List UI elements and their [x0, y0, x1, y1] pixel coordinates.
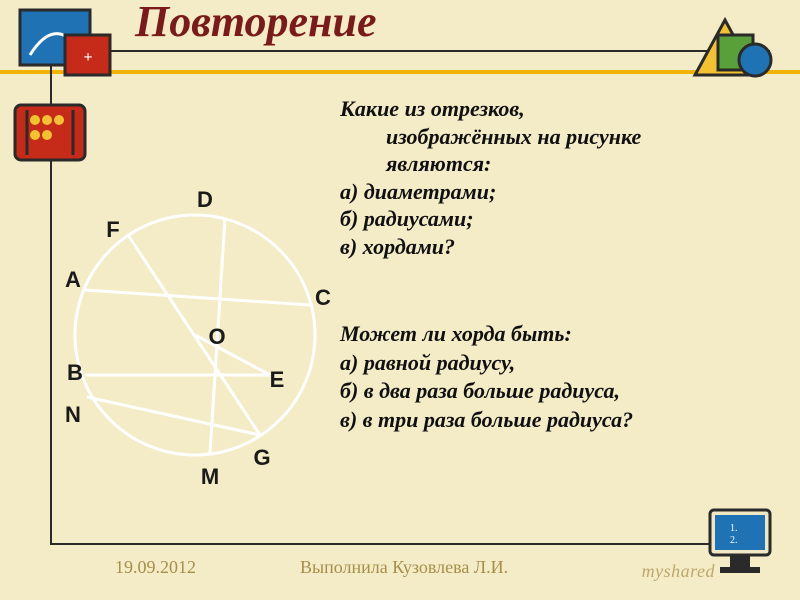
svg-text:1.: 1. [730, 523, 738, 534]
point-label-A: A [65, 267, 81, 293]
q1-line2: изображённых на рисунке [340, 123, 641, 151]
svg-text:2.: 2. [730, 535, 738, 546]
footer-author: Выполнила Кузовлева Л.И. [300, 557, 508, 578]
point-label-N: N [65, 402, 81, 428]
q1-b: б) радиусами; [340, 206, 474, 231]
footer-date: 19.09.2012 [115, 557, 196, 578]
circle-diagram: A B C D E F G M N O [55, 175, 335, 505]
q2-line1: Может ли хорда быть: [340, 321, 572, 346]
q1-line3: являются: [340, 150, 641, 178]
point-label-G: G [253, 445, 270, 471]
question-2: Может ли хорда быть: а) равной радиусу, … [340, 320, 633, 434]
q1-line1: Какие из отрезков, [340, 96, 525, 121]
point-label-O: O [208, 324, 225, 350]
q2-c: в) в три раза больше радиуса? [340, 407, 633, 432]
circle-svg [55, 175, 335, 505]
q2-b: б) в два раза больше радиуса, [340, 378, 620, 403]
point-label-F: F [106, 217, 119, 243]
svg-text:+: + [83, 49, 92, 66]
point-label-C: C [315, 285, 331, 311]
q2-a: а) равной радиусу, [340, 350, 515, 375]
clipart-top-left: + [10, 0, 120, 90]
point-label-M: M [201, 464, 219, 490]
question-1: Какие из отрезков, изображённых на рисун… [340, 95, 641, 260]
q1-c: в) хордами? [340, 234, 455, 259]
q1-a: а) диаметрами; [340, 179, 496, 204]
point-label-E: E [270, 367, 285, 393]
clipart-top-right [670, 0, 780, 90]
slide-title: Повторение [135, 0, 376, 44]
point-label-B: B [67, 360, 83, 386]
clipart-mid-left [5, 85, 100, 180]
footer-watermark: myshared [642, 561, 715, 582]
point-label-D: D [197, 187, 213, 213]
slide-root: + 1. 2. Повторение Какие из от [0, 0, 800, 600]
